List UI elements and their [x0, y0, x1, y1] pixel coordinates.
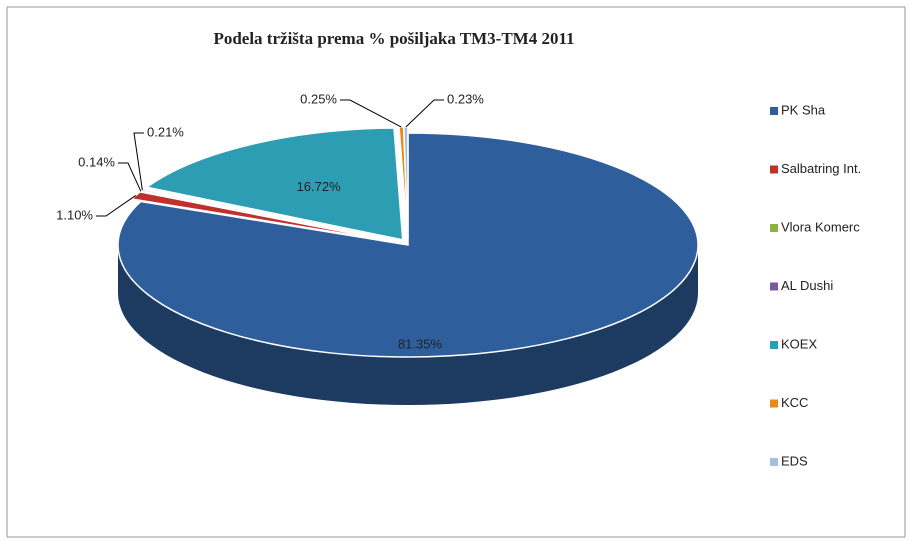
data-label: 1.10%	[56, 207, 93, 222]
data-label: 81.35%	[398, 336, 443, 351]
legend-swatch	[770, 165, 778, 174]
data-label: 0.21%	[147, 124, 184, 139]
legend-label: PK Sha	[781, 102, 826, 117]
legend-swatch	[770, 282, 778, 291]
legend-label: EDS	[781, 453, 808, 468]
leader-line	[96, 195, 137, 217]
legend-label: KOEX	[781, 336, 817, 351]
leader-line	[340, 99, 402, 128]
data-label: 0.14%	[78, 154, 115, 169]
legend-label: Salbatring Int.	[781, 161, 861, 176]
legend-label: KCC	[781, 395, 808, 410]
legend-label: Vlora Komerc	[781, 219, 860, 234]
legend-swatch	[770, 458, 778, 466]
data-label: 16.72%	[297, 179, 342, 194]
pie-slice	[117, 132, 699, 358]
legend-swatch	[770, 341, 778, 349]
leader-line	[118, 162, 142, 192]
pie-side	[118, 245, 698, 405]
data-label: 0.23%	[447, 91, 484, 106]
leader-line	[405, 99, 444, 128]
legend-label: AL Dushi	[781, 278, 833, 293]
leader-line	[133, 132, 144, 191]
pie-slice	[145, 127, 404, 241]
legend-swatch	[770, 107, 778, 115]
legend-swatch	[770, 399, 778, 408]
chart-title: Podela tržišta prema % pošiljaka TM3-TM4…	[213, 29, 574, 48]
legend-swatch	[770, 224, 778, 232]
data-label: 0.25%	[300, 91, 337, 106]
